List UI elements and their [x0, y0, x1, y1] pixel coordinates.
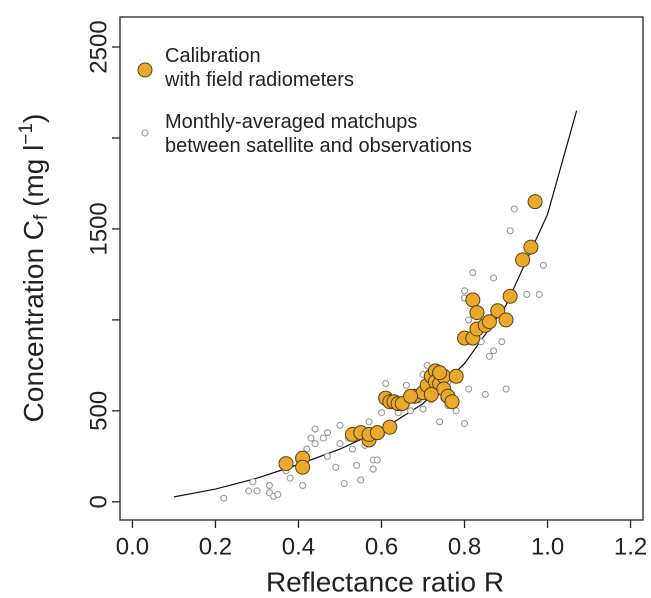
matchup-point — [423, 361, 431, 369]
matchup-point — [323, 452, 332, 460]
matchup-point — [336, 421, 344, 429]
x-tick-label: 0.6 — [365, 533, 398, 560]
matchup-point — [249, 478, 257, 486]
matchup-point — [460, 420, 469, 428]
matchup-point — [523, 290, 531, 298]
y-axis-title-part: f — [31, 214, 52, 220]
calibration-point — [469, 305, 485, 321]
matchup-point — [365, 418, 373, 426]
calibration-point — [423, 386, 439, 402]
matchup-point — [332, 463, 340, 471]
x-axis-title: Reflectance ratio R — [266, 566, 504, 597]
y-axis-title-part: ) — [18, 114, 49, 123]
calibration-point — [278, 456, 294, 472]
matchup-point — [274, 490, 282, 499]
matchup-point — [319, 434, 327, 442]
calibration-point — [502, 288, 518, 304]
calibration-point — [432, 365, 448, 381]
matchup-point — [382, 380, 390, 388]
matchup-point — [340, 480, 348, 488]
matchup-point — [369, 465, 377, 473]
legend-label: Monthly-averaged matchups between satell… — [165, 111, 472, 157]
matchup-point — [265, 481, 273, 489]
matchup-point — [460, 287, 469, 295]
matchup-point — [407, 407, 415, 415]
y-tick-label: 0 — [85, 495, 112, 508]
matchup-point — [469, 269, 477, 277]
matchup-point — [502, 385, 510, 393]
matchup-point — [245, 487, 253, 495]
calibration-point — [523, 239, 539, 255]
matchup-point — [402, 381, 410, 389]
matchup-point — [436, 418, 444, 426]
matchup-point — [220, 494, 228, 502]
matchup-point — [353, 461, 361, 469]
plot-frame — [119, 16, 644, 521]
y-axis-title-part: −1 — [16, 123, 37, 145]
matchup-point — [377, 409, 386, 417]
x-tick-label: 0.2 — [199, 533, 232, 560]
matchup-point — [481, 390, 489, 399]
matchup-point — [286, 474, 294, 482]
matchup-point — [373, 456, 381, 464]
x-tick-label: 0.4 — [282, 533, 315, 560]
calibration-point — [448, 368, 464, 384]
matchup-point — [348, 445, 356, 453]
calibration-point — [481, 314, 497, 330]
x-tick-label: 0.8 — [448, 533, 481, 560]
y-axis-title-part: Concentration C — [18, 220, 49, 422]
calibration-point — [382, 419, 398, 435]
matchup-point — [323, 429, 332, 437]
x-tick-label: 1.2 — [614, 533, 647, 560]
calibration-point — [403, 388, 419, 404]
y-axis-title: Concentration Cf (mg l−1) — [16, 114, 51, 423]
matchup-point — [336, 440, 344, 448]
matchup-point — [535, 290, 543, 298]
matchup-point — [311, 440, 319, 448]
calibration-point — [527, 194, 543, 210]
x-tick-label: 1.0 — [531, 533, 564, 560]
legend-marker — [137, 62, 153, 78]
legend-label: Calibration with field radiometers — [165, 45, 354, 91]
matchup-point — [498, 338, 506, 346]
matchup-point — [539, 261, 547, 269]
calibration-point — [465, 292, 481, 308]
matchup-point — [307, 434, 315, 442]
y-axis-title-part: (mg l — [18, 145, 49, 215]
calibration-point — [369, 425, 385, 441]
matchup-point — [299, 481, 307, 489]
matchup-point — [465, 316, 473, 324]
calibration-point — [498, 312, 514, 328]
matchup-point — [419, 405, 427, 413]
matchup-point — [253, 487, 261, 495]
matchup-point — [490, 347, 498, 355]
y-tick-label: 1500 — [85, 202, 112, 255]
matchup-point — [465, 385, 473, 393]
legend-marker — [141, 129, 149, 137]
matchup-point — [485, 352, 493, 360]
y-tick-label: 2500 — [85, 20, 112, 73]
matchup-point — [311, 425, 319, 433]
y-tick-label: 500 — [85, 391, 112, 431]
matchup-point — [506, 227, 514, 235]
matchup-point — [490, 274, 498, 282]
calibration-point — [444, 394, 460, 410]
matchup-point — [357, 476, 365, 484]
calibration-point — [295, 459, 311, 475]
x-tick-label: 0.0 — [116, 533, 149, 560]
calibration-point — [515, 252, 531, 268]
matchup-point — [510, 205, 518, 213]
